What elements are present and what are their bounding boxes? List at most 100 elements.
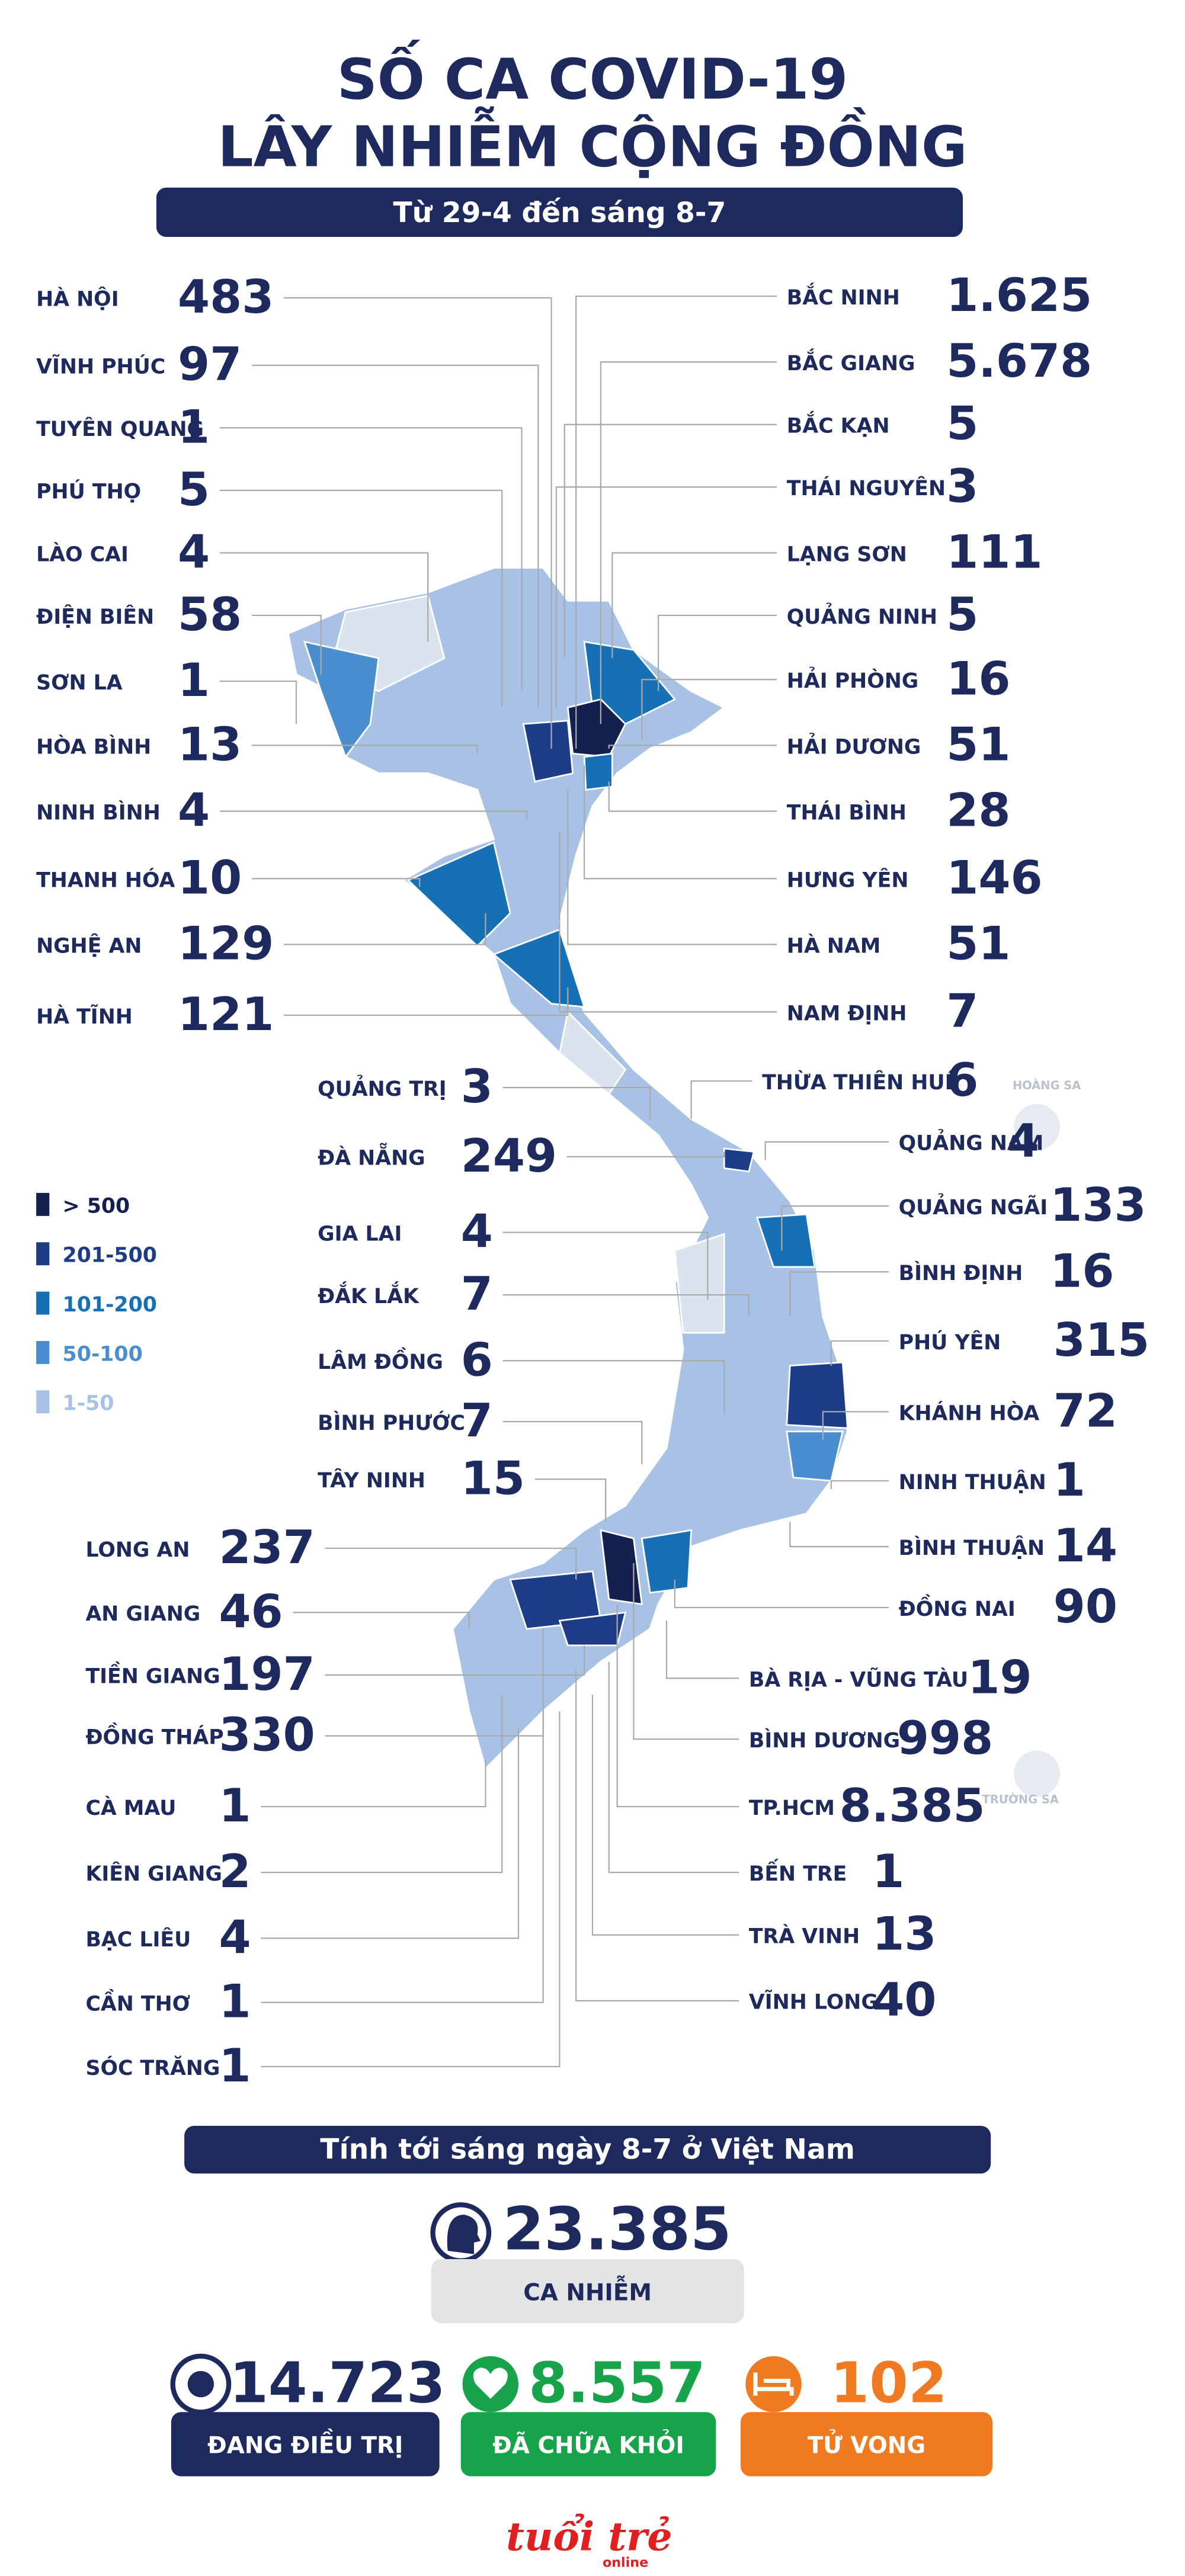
map: HOÀNG SA TRƯỜNG SA xyxy=(287,566,1081,1807)
province-name: TP.HCM xyxy=(749,1797,835,1820)
province-name: BẾN TRE xyxy=(749,1858,847,1886)
province-name: SƠN LA xyxy=(36,671,123,695)
province-name: SÓC TRĂNG xyxy=(85,2055,220,2080)
province-name: HÒA BÌNH xyxy=(36,734,151,759)
legend-label: 201-500 xyxy=(63,1244,157,1268)
province-name: BÀ RỊA - VŨNG TÀU xyxy=(749,1667,968,1692)
province-name: BÌNH ĐỊNH xyxy=(899,1260,1023,1285)
stat-label: ĐANG ĐIỀU TRỊ xyxy=(207,2429,403,2459)
province-cases: 5.678 xyxy=(946,335,1092,388)
leader-line xyxy=(502,1294,750,1317)
province-shape xyxy=(406,841,511,948)
province-cases: 16 xyxy=(1050,1244,1114,1298)
province-cases: 5 xyxy=(946,588,978,641)
bed-icon-bg xyxy=(745,2356,802,2413)
province-cases: 4 xyxy=(1007,1115,1039,1168)
province-name: LONG AN xyxy=(85,1538,190,1562)
province-cases: 13 xyxy=(872,1908,936,1961)
logo: tuổi trẻ xyxy=(506,2513,672,2560)
province-name: NINH BÌNH xyxy=(36,800,161,825)
province-name: PHÚ YÊN xyxy=(899,1330,1001,1355)
head-icon xyxy=(447,2214,481,2254)
leader-line xyxy=(502,1087,651,1119)
leader-line xyxy=(251,878,421,887)
leader-line xyxy=(251,745,478,754)
province-cases: 1 xyxy=(178,654,210,707)
province-cases: 4 xyxy=(178,525,210,579)
province-cases: 13 xyxy=(178,718,242,771)
legend-label: 101-200 xyxy=(63,1293,157,1317)
stat-label: TỬ VONG xyxy=(808,2430,925,2459)
province-cases: 6 xyxy=(461,1333,493,1387)
province-cases: 7 xyxy=(461,1394,493,1448)
province-name: QUẢNG NGÃI xyxy=(899,1192,1048,1220)
bed-icon xyxy=(753,2372,794,2396)
map-label: HOÀNG SA xyxy=(1013,1079,1081,1092)
stat-value: 14.723 xyxy=(229,2351,445,2416)
leader-line xyxy=(261,1711,561,2068)
province-cases: 19 xyxy=(968,1651,1032,1704)
leader-line xyxy=(608,781,777,812)
province-name: QUẢNG TRỊ xyxy=(318,1074,447,1101)
province-cases: 40 xyxy=(872,1974,936,2027)
leader-line xyxy=(674,1579,889,1609)
leader-line xyxy=(219,552,429,642)
province-name: ĐIỆN BIÊN xyxy=(36,604,154,629)
province-shape xyxy=(583,752,613,791)
province-cases: 237 xyxy=(219,1521,315,1574)
leader-line xyxy=(284,297,552,749)
legend-label: > 500 xyxy=(63,1194,130,1218)
province-cases: 8.385 xyxy=(840,1779,985,1833)
province-name: HƯNG YÊN xyxy=(787,867,909,892)
island-group xyxy=(1014,1103,1060,1150)
leader-line xyxy=(534,1478,607,1522)
province-cases: 197 xyxy=(219,1648,315,1701)
province-name: VĨNH PHÚC xyxy=(36,354,165,379)
leader-line xyxy=(822,1411,889,1440)
province-cases: 7 xyxy=(946,984,978,1038)
leader-line xyxy=(781,1205,889,1251)
leader-line xyxy=(600,361,777,724)
province-cases: 1 xyxy=(872,1845,904,1898)
province-name: CẦN THƠ xyxy=(85,1988,190,2016)
province-name: THÁI BÌNH xyxy=(787,800,907,825)
leader-line xyxy=(641,679,777,741)
province-cases: 2 xyxy=(219,1845,251,1898)
province-name: ĐỒNG NAI xyxy=(899,1593,1016,1621)
leader-line xyxy=(219,810,527,820)
province-cases: 330 xyxy=(219,1709,315,1762)
stat-label-box xyxy=(741,2412,992,2476)
stat-label-box xyxy=(171,2412,440,2476)
leader-line xyxy=(219,489,503,708)
province-cases: 3 xyxy=(461,1060,493,1114)
province-cases: 28 xyxy=(946,784,1010,838)
map-label: TRƯỜNG SA xyxy=(982,1792,1058,1807)
province-shape xyxy=(755,1213,816,1268)
leader-line xyxy=(665,1621,739,1679)
island-group xyxy=(1014,1750,1060,1797)
province-cases: 315 xyxy=(1053,1314,1149,1367)
leader-line xyxy=(608,745,777,749)
province-name: ĐÀ NẴNG xyxy=(318,1143,425,1170)
province-cases: 1 xyxy=(219,1779,251,1833)
leader-line xyxy=(575,1670,739,2001)
province-cases: 146 xyxy=(946,851,1042,904)
leader-line xyxy=(563,424,777,659)
stat-label-box xyxy=(460,2412,716,2476)
province-name: ĐỒNG THÁP xyxy=(85,1722,223,1750)
legend: > 500 201-500 101-200 50-100 1-50 xyxy=(36,1192,157,1416)
province-cases: 51 xyxy=(946,718,1010,771)
province-name: THÁI NGUYÊN xyxy=(787,476,946,501)
province-shape xyxy=(600,1529,643,1606)
province-name: TUYÊN QUANG xyxy=(36,416,204,441)
province-name: QUẢNG NAM xyxy=(899,1128,1044,1156)
heart-icon xyxy=(473,2368,508,2399)
province-shape xyxy=(566,698,627,758)
province-name: BẠC LIÊU xyxy=(85,1927,191,1952)
province-name: LẠNG SƠN xyxy=(787,543,907,566)
province-cases: 1.625 xyxy=(946,269,1092,322)
province-name: KIÊN GIANG xyxy=(85,1861,222,1886)
province-shape xyxy=(674,1233,725,1334)
leader-line xyxy=(559,830,777,1013)
